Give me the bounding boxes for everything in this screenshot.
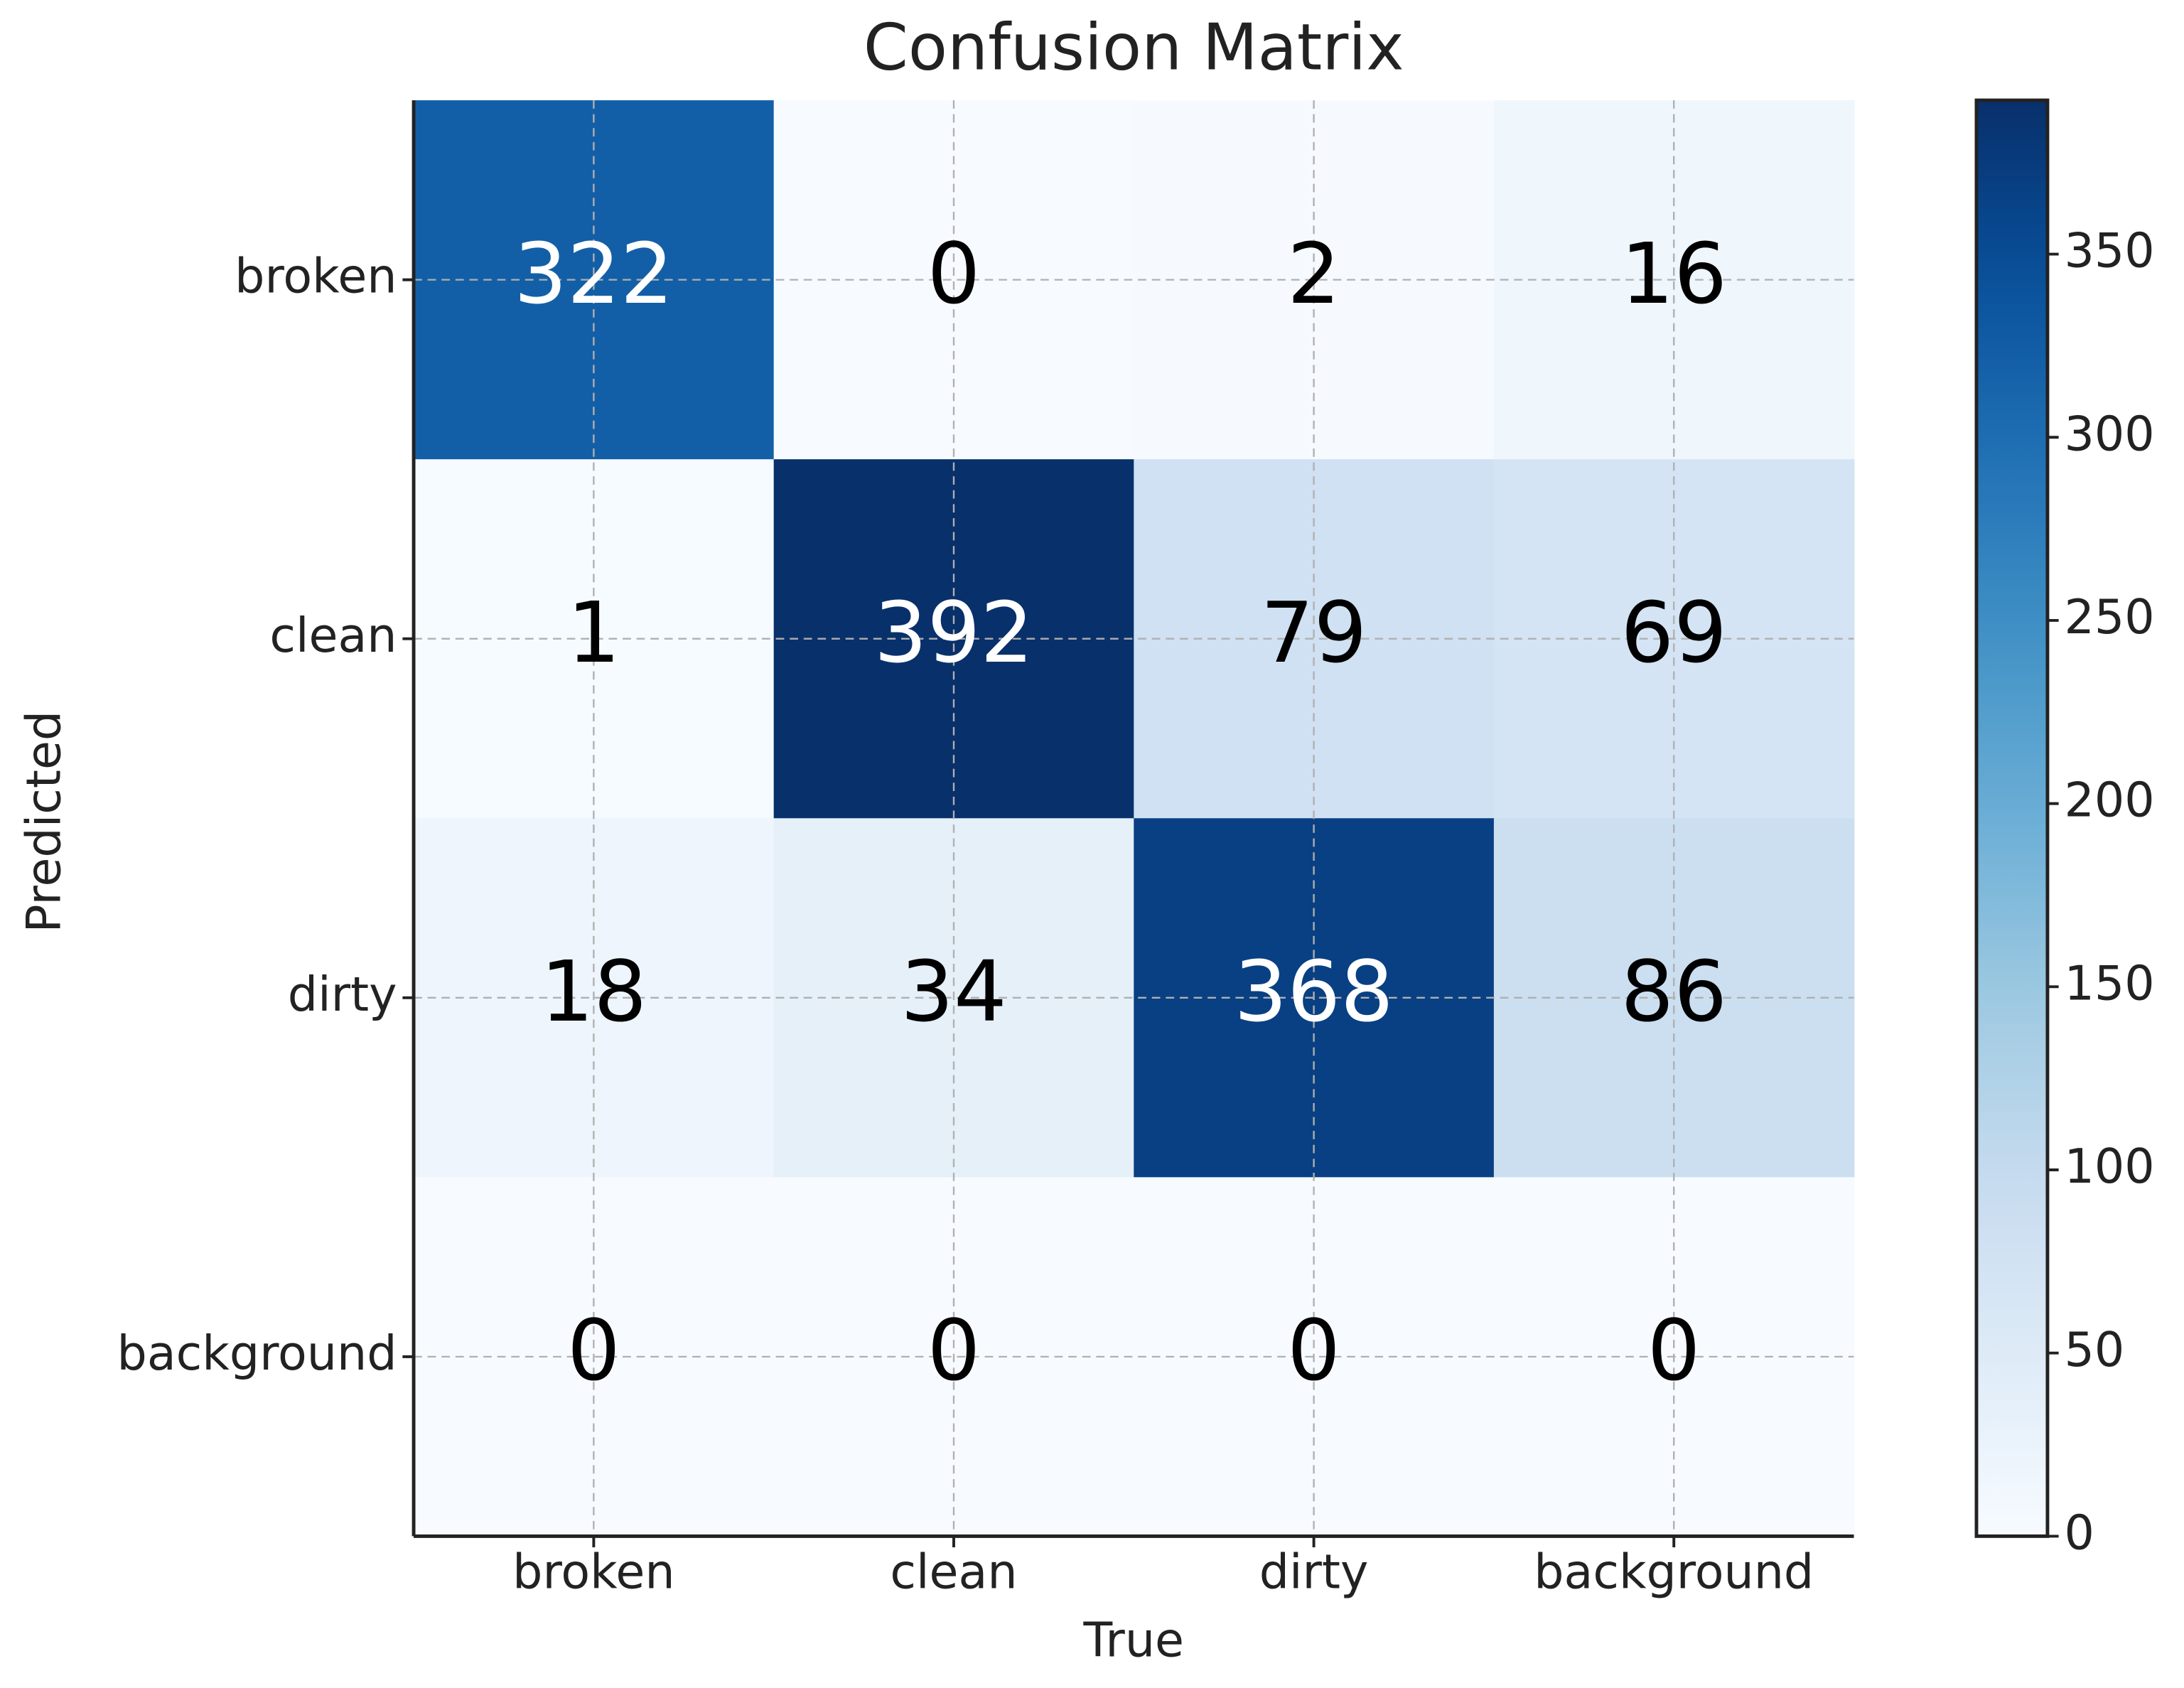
y-axis-label: Predicted: [16, 711, 72, 933]
cell-value: 69: [1620, 584, 1727, 682]
cell-value: 2: [1287, 225, 1340, 323]
colorbar-tick-label: 200: [2064, 773, 2154, 828]
colorbar-tick-label: 350: [2064, 223, 2154, 279]
y-tick-label: background: [117, 1326, 397, 1381]
cell-value: 18: [541, 943, 647, 1041]
cell-value: 0: [927, 1302, 981, 1399]
cell-value: 392: [874, 584, 1033, 682]
x-tick-label: background: [1534, 1544, 1814, 1599]
cell-value: 0: [1287, 1302, 1340, 1399]
y-tick-label: broken: [235, 249, 397, 304]
colorbar-tick-label: 150: [2064, 955, 2154, 1011]
cell-value: 86: [1620, 943, 1727, 1041]
x-tick-label: clean: [890, 1544, 1017, 1599]
x-tick-label: broken: [512, 1544, 674, 1599]
cell-value: 1: [567, 584, 620, 682]
cell-value: 0: [567, 1302, 620, 1399]
x-tick-label: dirty: [1259, 1544, 1369, 1599]
cell-value: 368: [1234, 943, 1393, 1041]
cell-value: 34: [900, 943, 1007, 1041]
cell-value: 0: [1647, 1302, 1701, 1399]
x-axis-label: True: [1083, 1612, 1184, 1667]
colorbar-tick-label: 0: [2064, 1505, 2094, 1560]
colorbar-tick-label: 50: [2064, 1322, 2124, 1377]
cell-value: 0: [927, 225, 981, 323]
cell-value: 16: [1620, 225, 1727, 323]
y-tick-label: dirty: [288, 967, 397, 1022]
chart-title: Confusion Matrix: [864, 10, 1404, 85]
cell-value: 322: [514, 225, 673, 323]
colorbar-tick-label: 100: [2064, 1139, 2154, 1194]
colorbar: [1974, 98, 2050, 1538]
colorbar-tick-label: 300: [2064, 406, 2154, 461]
colorbar-tick-label: 250: [2064, 589, 2154, 645]
y-tick-label: clean: [269, 608, 397, 663]
cell-value: 79: [1261, 584, 1367, 682]
